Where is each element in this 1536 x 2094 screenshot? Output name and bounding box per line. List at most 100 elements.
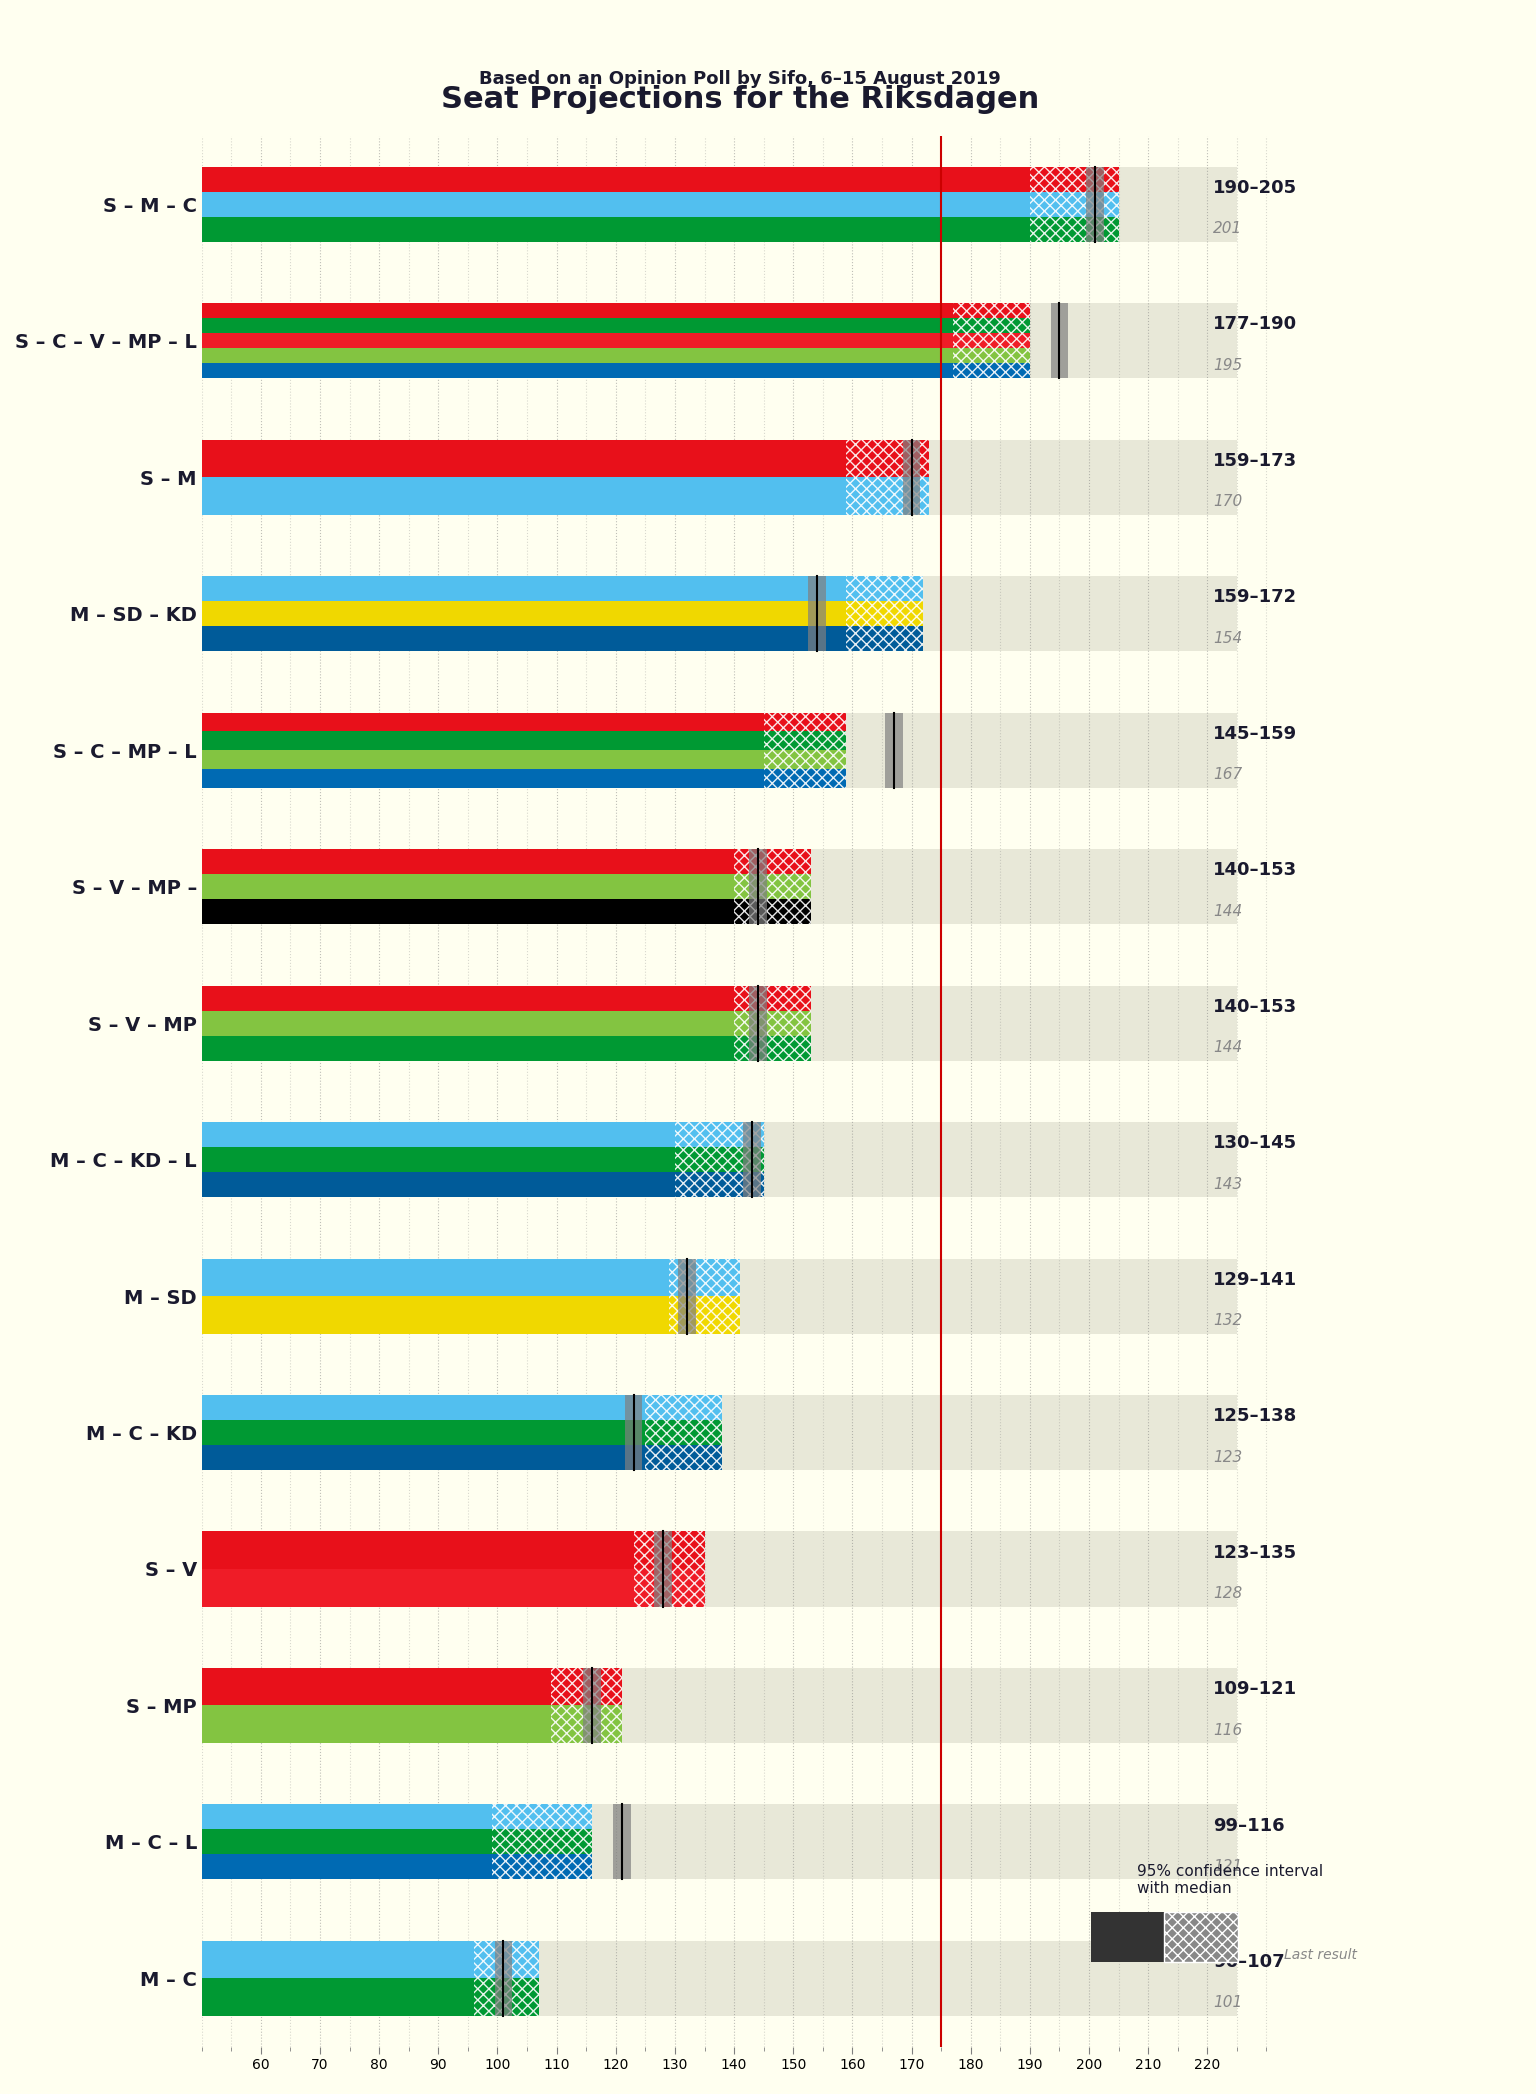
Bar — [613, 1805, 631, 1830]
Bar — [763, 731, 846, 750]
Bar — [613, 1830, 631, 1855]
Text: 201: 201 — [1213, 222, 1243, 237]
Bar — [885, 768, 903, 787]
Bar — [952, 318, 1029, 333]
Bar — [750, 873, 766, 898]
Bar — [885, 712, 903, 731]
Bar — [201, 1420, 722, 1445]
Bar — [201, 333, 1029, 348]
Bar — [201, 1669, 1236, 1742]
Bar — [201, 304, 1236, 379]
Bar — [473, 1979, 539, 2017]
Text: 96–107: 96–107 — [1213, 1954, 1284, 1970]
Bar — [201, 348, 1029, 364]
Bar — [201, 712, 1236, 787]
Bar — [584, 1669, 601, 1705]
Bar — [670, 1296, 740, 1334]
Bar — [677, 1258, 696, 1296]
Bar — [495, 1979, 513, 2017]
Bar — [1029, 193, 1118, 218]
Bar — [201, 364, 1029, 379]
Bar — [654, 1568, 671, 1606]
Text: 116: 116 — [1213, 1723, 1243, 1738]
Text: 129–141: 129–141 — [1213, 1271, 1298, 1288]
Bar — [750, 850, 766, 873]
Bar — [846, 440, 929, 477]
Text: 143: 143 — [1213, 1177, 1243, 1191]
Bar — [201, 1979, 539, 2017]
Bar — [201, 1830, 593, 1855]
Bar — [846, 477, 929, 515]
Bar — [201, 898, 811, 923]
Bar — [846, 626, 923, 651]
Bar — [625, 1420, 642, 1445]
Bar — [885, 750, 903, 768]
Bar — [885, 731, 903, 750]
Text: Based on an Opinion Poll by Sifo, 6–15 August 2019: Based on an Opinion Poll by Sifo, 6–15 A… — [479, 71, 1001, 88]
Bar — [734, 898, 811, 923]
Bar — [808, 601, 826, 626]
Bar — [495, 1941, 513, 1979]
Bar — [1086, 193, 1104, 218]
Text: 190–205: 190–205 — [1213, 178, 1298, 197]
Bar — [201, 986, 811, 1011]
Bar — [670, 1258, 740, 1296]
Bar — [763, 712, 846, 731]
Bar — [645, 1395, 722, 1420]
Bar — [201, 193, 1118, 218]
Bar — [201, 850, 1236, 923]
Bar — [201, 218, 1118, 243]
Bar — [734, 1011, 811, 1037]
Bar — [201, 850, 811, 873]
Text: 121: 121 — [1213, 1859, 1243, 1874]
Text: 154: 154 — [1213, 630, 1243, 645]
Bar — [734, 850, 811, 873]
Bar — [201, 1705, 622, 1742]
Bar — [201, 1011, 811, 1037]
Bar — [763, 768, 846, 787]
Bar — [674, 1173, 763, 1198]
Bar — [1051, 364, 1069, 379]
Bar — [734, 1037, 811, 1062]
Bar — [674, 1122, 763, 1148]
Bar — [201, 1395, 1236, 1470]
Bar — [551, 1705, 622, 1742]
Bar — [201, 168, 1236, 243]
Bar — [201, 1941, 539, 1979]
Text: 144: 144 — [1213, 905, 1243, 919]
Text: 140–153: 140–153 — [1213, 997, 1298, 1016]
Bar — [201, 1173, 763, 1198]
Bar — [201, 750, 846, 768]
Text: 167: 167 — [1213, 766, 1243, 783]
Bar — [743, 1173, 760, 1198]
Text: 140–153: 140–153 — [1213, 861, 1298, 879]
Bar — [1029, 168, 1118, 193]
Text: 128: 128 — [1213, 1585, 1243, 1602]
Text: 159–172: 159–172 — [1213, 588, 1298, 607]
Bar — [734, 873, 811, 898]
Bar — [633, 1531, 705, 1568]
Bar — [750, 1037, 766, 1062]
Bar — [201, 1258, 740, 1296]
Bar — [492, 1805, 593, 1830]
Bar — [201, 1855, 593, 1880]
Bar — [473, 1941, 539, 1979]
Bar — [201, 477, 929, 515]
Bar — [750, 1011, 766, 1037]
Bar — [201, 1941, 1236, 2017]
Bar — [952, 333, 1029, 348]
Bar — [201, 1296, 740, 1334]
Bar — [201, 1531, 1236, 1606]
Bar — [201, 1531, 705, 1568]
Bar — [677, 1296, 696, 1334]
Bar — [201, 1258, 1236, 1334]
Bar — [743, 1122, 760, 1148]
Text: 123–135: 123–135 — [1213, 1543, 1298, 1562]
Text: 101: 101 — [1213, 1996, 1243, 2010]
Bar — [1086, 218, 1104, 243]
Bar — [808, 576, 826, 601]
Text: 109–121: 109–121 — [1213, 1679, 1298, 1698]
Bar — [952, 348, 1029, 364]
Text: 159–173: 159–173 — [1213, 452, 1298, 469]
Bar — [903, 440, 920, 477]
